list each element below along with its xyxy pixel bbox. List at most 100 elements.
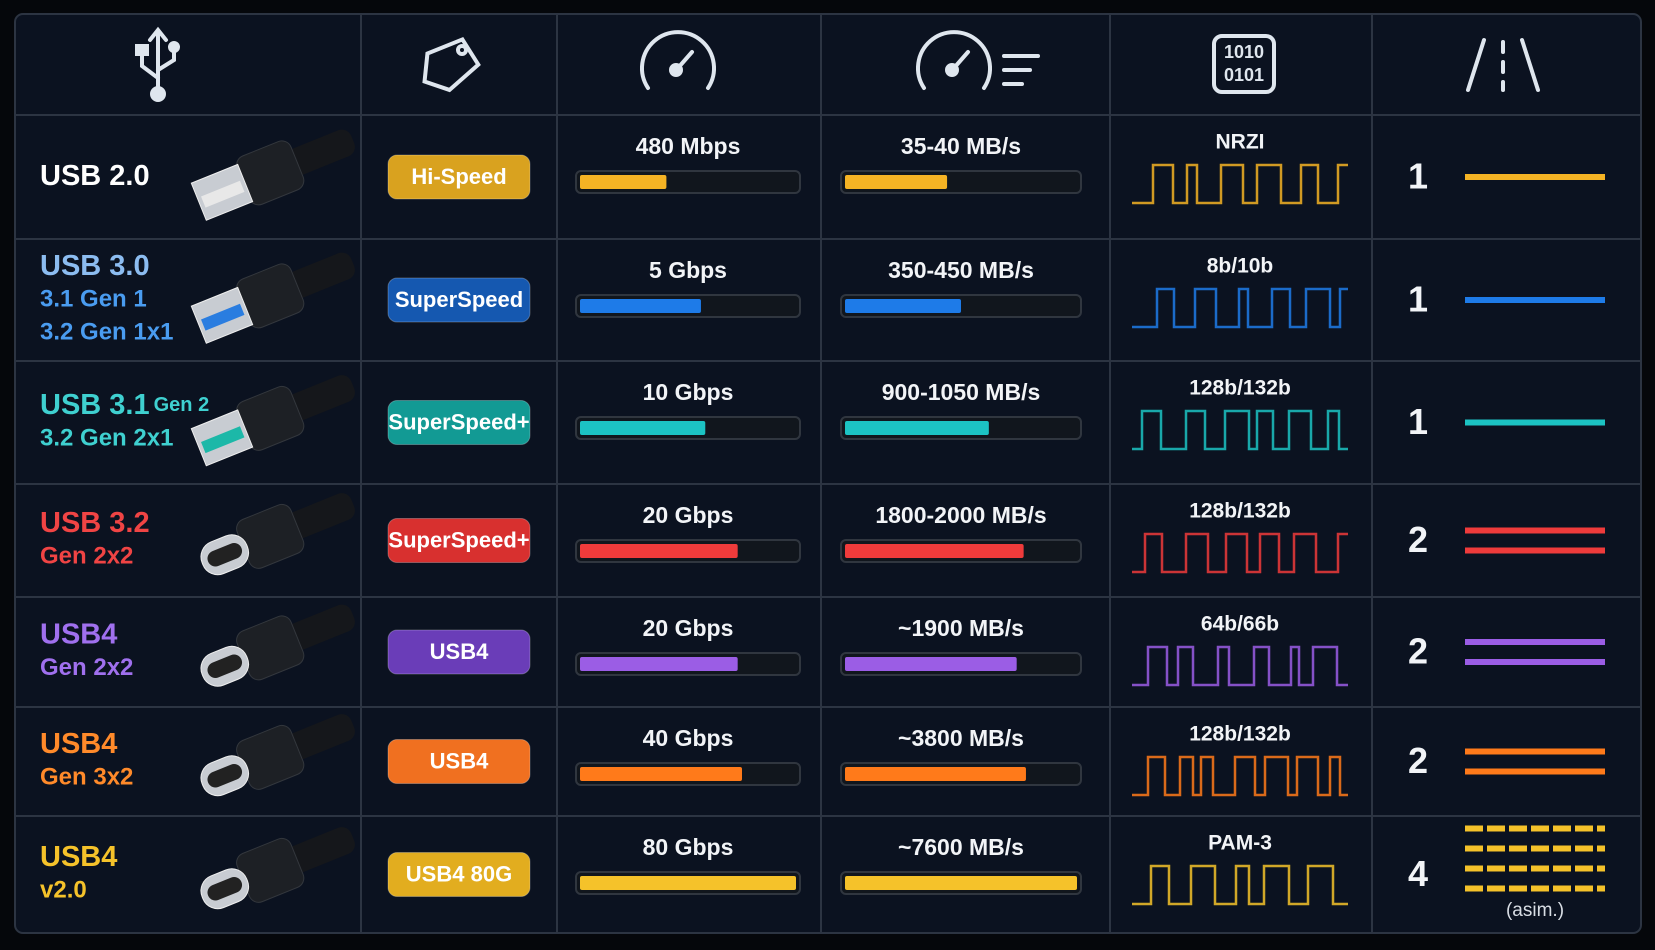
badge bbox=[387, 629, 531, 675]
usb-name: USB4 bbox=[40, 728, 117, 760]
lanes-count: 1 bbox=[1408, 401, 1428, 442]
encoding-waveform bbox=[1132, 287, 1348, 329]
usb-name: USB4 bbox=[40, 841, 117, 873]
throughput-fill bbox=[845, 544, 1024, 558]
usb-name: USB 3.0 bbox=[40, 250, 150, 282]
speed-fill bbox=[580, 544, 738, 558]
plug-insert bbox=[201, 180, 245, 208]
speed-fill bbox=[580, 299, 701, 313]
throughput-fill bbox=[845, 767, 1026, 781]
plug-insert bbox=[201, 426, 245, 454]
speed-icon bbox=[640, 30, 716, 90]
encoding-label: 128b/132b bbox=[1189, 723, 1291, 746]
connector-image bbox=[190, 129, 355, 221]
usb-subname: Gen 3x2 bbox=[40, 763, 133, 790]
plug-insert bbox=[201, 303, 245, 331]
throughput-fill bbox=[845, 657, 1017, 671]
speed-label: 5 Gbps bbox=[649, 257, 727, 283]
lanes-count: 2 bbox=[1408, 519, 1428, 560]
usb-name-main: USB4 bbox=[40, 618, 117, 650]
speed-label: 20 Gbps bbox=[643, 615, 734, 641]
encoding-waveform bbox=[1132, 645, 1348, 687]
connector-image bbox=[190, 252, 355, 344]
encoding-waveform bbox=[1132, 409, 1348, 451]
usb-icon bbox=[135, 26, 180, 102]
plug-insert bbox=[207, 654, 243, 678]
badge-label: Hi-Speed bbox=[411, 164, 506, 189]
usb-name: USB4 bbox=[40, 618, 117, 650]
speed-label: 20 Gbps bbox=[643, 502, 734, 528]
lanes-count: 1 bbox=[1408, 279, 1428, 320]
badge bbox=[387, 277, 531, 323]
badge bbox=[387, 400, 531, 445]
plug-insert bbox=[207, 542, 243, 567]
speed-label: 480 Mbps bbox=[636, 133, 741, 159]
connector-image bbox=[200, 493, 355, 576]
throughput-label: ~7600 MB/s bbox=[898, 834, 1024, 860]
encoding-label: 64b/66b bbox=[1201, 613, 1279, 636]
usb-name-main: USB4 bbox=[40, 728, 117, 760]
usb-name-main: USB 3.1 bbox=[40, 389, 150, 421]
speed-fill bbox=[580, 175, 667, 189]
speed-label: 40 Gbps bbox=[643, 725, 734, 751]
speed-label: 10 Gbps bbox=[643, 379, 734, 405]
badge-label: SuperSpeed+ bbox=[388, 409, 529, 434]
encoding-label: 128b/132b bbox=[1189, 377, 1291, 400]
usb-name-main: USB 3.0 bbox=[40, 250, 150, 282]
encoding-icon bbox=[1212, 34, 1276, 94]
throughput-label: ~1900 MB/s bbox=[898, 615, 1024, 641]
speed-fill bbox=[580, 767, 742, 781]
connector-image bbox=[200, 827, 355, 910]
usb-name: USB 3.2 bbox=[40, 507, 150, 539]
lanes-count: 4 bbox=[1408, 853, 1428, 894]
encoding-label: 8b/10b bbox=[1207, 255, 1274, 278]
usb-name-small: Gen 2 bbox=[154, 394, 210, 416]
usb-subname: 3.2 Gen 1x1 bbox=[40, 318, 173, 345]
badge-label: SuperSpeed+ bbox=[388, 527, 529, 552]
throughput-label: 900-1050 MB/s bbox=[882, 379, 1041, 405]
badge-label: SuperSpeed bbox=[395, 287, 523, 312]
badge bbox=[387, 739, 531, 784]
badge bbox=[387, 154, 531, 200]
lanes-count: 1 bbox=[1408, 156, 1428, 197]
badge-label: USB4 bbox=[430, 748, 489, 773]
encoding-label: NRZI bbox=[1216, 131, 1265, 154]
badge bbox=[387, 518, 531, 563]
connector-image bbox=[200, 604, 355, 687]
throughput-label: 350-450 MB/s bbox=[888, 257, 1034, 283]
encoding-waveform bbox=[1132, 163, 1348, 205]
throughput-fill bbox=[845, 876, 1077, 890]
encoding-waveform bbox=[1132, 864, 1348, 906]
throughput-fill bbox=[845, 421, 989, 435]
usb-name: USB 3.1 Gen 2 bbox=[40, 389, 209, 421]
plug-insert bbox=[207, 763, 243, 788]
usb-name-main: USB4 bbox=[40, 841, 117, 873]
lanes-note: (asim.) bbox=[1506, 900, 1564, 921]
usb-subname: 3.1 Gen 1 bbox=[40, 285, 147, 312]
badge-label: USB4 bbox=[430, 639, 489, 664]
speed-fill bbox=[580, 876, 796, 890]
header-icons bbox=[135, 26, 1540, 102]
connector-image bbox=[200, 714, 355, 797]
usb-subname: v2.0 bbox=[40, 876, 87, 903]
binary-text: 0101 bbox=[1224, 65, 1264, 85]
encoding-label: PAM-3 bbox=[1208, 832, 1272, 855]
throughput-label: ~3800 MB/s bbox=[898, 725, 1024, 751]
throughput-fill bbox=[845, 299, 961, 313]
binary-text: 1010 bbox=[1224, 42, 1264, 62]
speed-fill bbox=[580, 657, 738, 671]
lanes-count: 2 bbox=[1408, 631, 1428, 672]
speed-fill bbox=[580, 421, 706, 435]
connector-image bbox=[190, 375, 355, 467]
usb-name-main: USB 2.0 bbox=[40, 160, 150, 192]
throughput-label: 35-40 MB/s bbox=[901, 133, 1021, 159]
badge bbox=[387, 852, 531, 897]
speed-label: 80 Gbps bbox=[643, 834, 734, 860]
lanes-icon bbox=[1466, 38, 1540, 92]
usb-subname: Gen 2x2 bbox=[40, 654, 133, 681]
plug-insert bbox=[207, 876, 243, 901]
encoding-label: 128b/132b bbox=[1189, 500, 1291, 523]
usb-subname: 3.2 Gen 2x1 bbox=[40, 424, 173, 451]
